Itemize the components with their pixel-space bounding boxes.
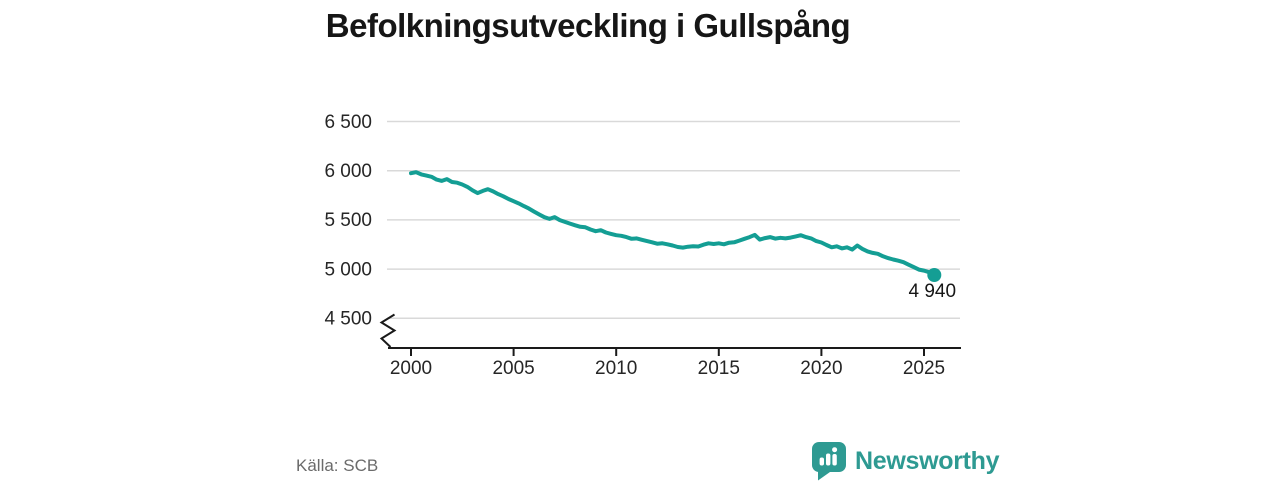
latest-value-dot bbox=[927, 268, 942, 282]
x-axis-labels: 2000 2005 2010 2015 2020 2025 bbox=[390, 358, 945, 379]
x-axis bbox=[379, 313, 961, 356]
chart-title: Befolkningsutveckling i Gullspång bbox=[325, 7, 851, 44]
source-note: Källa: SCB bbox=[296, 456, 379, 475]
xlabel-2005: 2005 bbox=[492, 358, 534, 379]
ytick-6500: 6 500 bbox=[324, 112, 372, 133]
xlabel-2010: 2010 bbox=[595, 358, 637, 379]
newsworthy-logo-text: Newsworthy bbox=[855, 446, 1000, 475]
latest-value-label: 4 940 bbox=[909, 281, 957, 302]
ytick-4500: 4 500 bbox=[324, 309, 372, 330]
newsworthy-logo: Newsworthy bbox=[811, 441, 1000, 481]
population-series-line bbox=[409, 170, 937, 277]
ytick-5500: 5 500 bbox=[324, 210, 372, 231]
xlabel-2015: 2015 bbox=[698, 358, 740, 379]
xlabel-2025: 2025 bbox=[903, 358, 945, 379]
xlabel-2020: 2020 bbox=[800, 358, 842, 379]
ytick-5000: 5 000 bbox=[324, 260, 372, 281]
ytick-6000: 6 000 bbox=[324, 161, 372, 182]
newsworthy-logo-icon bbox=[812, 442, 846, 481]
y-axis-labels: 6 500 6 000 5 500 5 000 4 500 bbox=[324, 112, 372, 330]
gridlines bbox=[387, 120, 960, 320]
xlabel-2000: 2000 bbox=[390, 358, 432, 379]
axis-break-icon bbox=[379, 313, 397, 348]
